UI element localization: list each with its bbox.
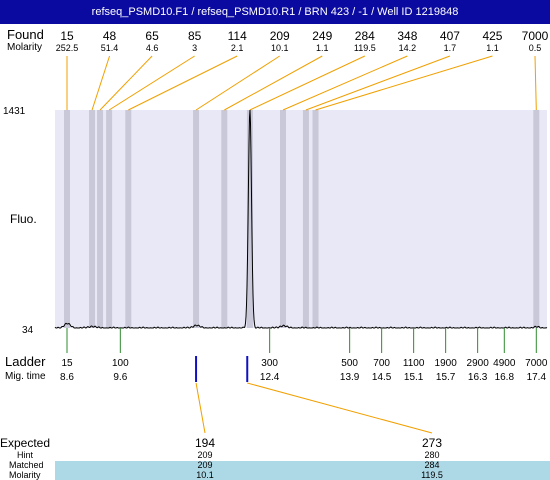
matched-value: 209 <box>197 460 212 470</box>
found-size-label: 249 <box>312 29 332 43</box>
found-size-label: 209 <box>270 29 290 43</box>
expected-size-label: 273 <box>422 436 442 450</box>
ladder-time-label: 16.8 <box>495 372 515 383</box>
found-size-label: 348 <box>397 29 417 43</box>
expected-label: Expected <box>0 436 51 450</box>
found-connector <box>534 55 537 111</box>
expected-connector <box>195 382 206 434</box>
ladder-time-label: 13.9 <box>340 372 360 383</box>
ladder-time-label: 9.6 <box>113 372 127 383</box>
found-connector <box>108 55 195 111</box>
found-molarity-label: 0.5 <box>529 43 542 53</box>
molarity-label: Molarity <box>7 42 43 53</box>
found-molarity-label: 10.1 <box>271 43 289 53</box>
found-molarity-label: 4.6 <box>146 43 159 53</box>
expected-size-label: 194 <box>195 436 215 450</box>
peak-band <box>279 110 286 328</box>
ladder-time-label: 15.7 <box>436 372 456 383</box>
ladder-size-label: 15 <box>61 358 73 369</box>
peak-band <box>125 110 132 328</box>
found-size-label: 7000 <box>522 29 549 43</box>
found-molarity-label: 14.2 <box>399 43 417 53</box>
fluo-axis-label: Fluo. <box>10 212 37 226</box>
ladder-size-label: 700 <box>373 358 390 369</box>
found-size-label: 85 <box>188 29 202 43</box>
ladder-time-label: 14.5 <box>372 372 392 383</box>
found-molarity-label: 1.7 <box>444 43 457 53</box>
peak-band <box>106 110 113 328</box>
ladder-size-label: 500 <box>341 358 358 369</box>
plot-area <box>55 110 547 328</box>
found-connector <box>282 55 408 111</box>
found-connector <box>195 55 280 111</box>
found-molarity-label: 252.5 <box>56 43 79 53</box>
found-molarity-label: 3 <box>192 43 197 53</box>
molarity-row-highlight <box>55 470 550 480</box>
ladder-size-label: 300 <box>261 358 278 369</box>
ladder-size-label: 1100 <box>403 358 425 369</box>
found-size-label: 114 <box>228 29 247 43</box>
found-connector <box>99 55 153 111</box>
found-molarity-label: 51.4 <box>101 43 119 53</box>
found-molarity-label: 2.1 <box>231 43 244 53</box>
peak-band <box>89 110 96 328</box>
peak-band <box>221 110 228 328</box>
found-size-label: 407 <box>440 29 460 43</box>
found-connector <box>315 55 493 111</box>
ladder-time-label: 12.4 <box>260 372 280 383</box>
found-size-label: 425 <box>482 29 502 43</box>
ladder-time-label: 16.3 <box>468 372 488 383</box>
found-molarity-label: 1.1 <box>486 43 499 53</box>
ladder-size-label: 1900 <box>435 358 458 369</box>
peak-band <box>97 110 104 328</box>
found-molarity-label: 119.5 <box>354 43 376 53</box>
ladder-size-label: 7000 <box>525 358 548 369</box>
ladder-label: Ladder <box>5 354 46 369</box>
peak-band <box>302 110 309 328</box>
y-tick-label: 34 <box>22 325 34 336</box>
electropherogram-trace <box>54 110 548 329</box>
matched-molarity-value: 119.5 <box>421 470 443 480</box>
matched-label: Matched <box>9 460 44 470</box>
peak-band <box>246 110 253 328</box>
window-title: refseq_PSMD10.F1 / refseq_PSMD10.R1 / BR… <box>0 0 550 24</box>
found-connector <box>305 55 451 111</box>
peak-band <box>312 110 319 328</box>
peak-band <box>533 110 540 328</box>
found-connector <box>249 55 366 111</box>
expected-connector <box>247 382 433 434</box>
molarity-bottom-label: Molarity <box>9 470 41 480</box>
hint-value: 209 <box>197 450 212 460</box>
found-connector <box>224 55 323 111</box>
hint-label: Hint <box>17 450 34 460</box>
hint-value: 280 <box>424 450 439 460</box>
found-size-label: 284 <box>355 29 375 43</box>
ladder-size-label: 4900 <box>493 358 516 369</box>
y-tick-label: 1431 <box>3 106 26 117</box>
found-molarity-label: 1.1 <box>316 43 329 53</box>
found-size-label: 48 <box>103 29 117 43</box>
matched-molarity-value: 10.1 <box>196 470 214 480</box>
found-size-label: 65 <box>145 29 159 43</box>
ladder-time-label: 15.1 <box>404 372 424 383</box>
found-size-label: 15 <box>60 29 74 43</box>
found-connector <box>128 55 238 111</box>
peak-band <box>64 110 70 328</box>
ladder-time-label: 8.6 <box>60 372 74 383</box>
found-connector <box>91 55 111 111</box>
ladder-size-label: 100 <box>112 358 129 369</box>
found-label: Found <box>7 27 44 42</box>
ladder-time-label: 17.4 <box>527 372 547 383</box>
matched-value: 284 <box>424 460 439 470</box>
ladder-size-label: 2900 <box>467 358 490 369</box>
peak-band <box>193 110 200 328</box>
matched-row-highlight <box>55 461 550 470</box>
mig-time-label: Mig. time <box>5 371 46 382</box>
